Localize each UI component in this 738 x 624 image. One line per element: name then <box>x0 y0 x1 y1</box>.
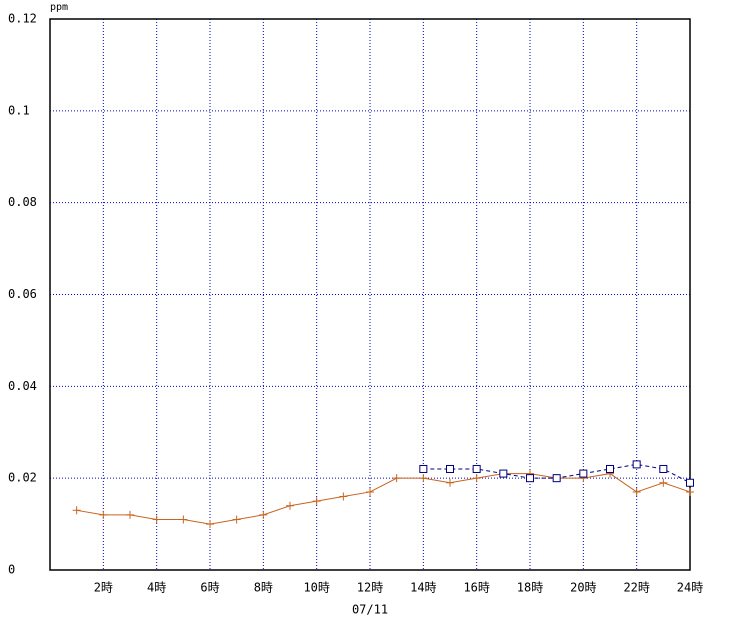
point-marker <box>472 464 481 473</box>
point-marker <box>446 478 454 487</box>
x-tick-label: 18時 <box>517 581 543 595</box>
x-tick-label: 6時 <box>200 581 219 595</box>
x-tick-label: 20時 <box>570 581 596 595</box>
point-marker <box>446 464 454 473</box>
y-tick-label: 0.12 <box>8 12 37 26</box>
point-marker <box>472 474 481 483</box>
point-marker <box>659 478 668 487</box>
point-marker <box>232 515 241 524</box>
point-marker <box>526 474 534 483</box>
point-marker <box>72 506 81 515</box>
x-tick-label: 4時 <box>147 581 166 595</box>
point-marker <box>419 464 428 473</box>
point-marker <box>259 510 268 519</box>
x-tick-label: 14時 <box>410 581 436 595</box>
point-marker <box>419 474 428 483</box>
point-marker <box>99 510 108 519</box>
point-marker <box>499 469 508 478</box>
point-marker <box>686 478 694 487</box>
point-marker <box>579 469 588 478</box>
x-axis-label: 07/11 <box>352 603 388 617</box>
x-tick-label: 2時 <box>94 581 113 595</box>
y-tick-label: 0.1 <box>8 103 30 117</box>
point-marker <box>126 510 134 519</box>
point-marker <box>312 497 321 506</box>
x-tick-label: 10時 <box>303 581 329 595</box>
y-tick-label: 0.08 <box>8 195 37 209</box>
y-unit: ppm <box>50 2 68 13</box>
y-tick-label: 0.02 <box>8 471 37 485</box>
point-marker <box>632 460 641 469</box>
series-line <box>76 473 691 525</box>
point-marker <box>179 515 188 524</box>
point-marker <box>206 520 214 529</box>
x-tick-label: 12時 <box>357 581 383 595</box>
point-marker <box>686 487 694 496</box>
point-marker <box>659 464 668 473</box>
point-marker <box>286 501 294 510</box>
y-tick-label: 0.06 <box>8 287 37 301</box>
point-marker <box>366 487 374 496</box>
point-marker <box>339 492 348 501</box>
x-tick-label: 22時 <box>623 581 649 595</box>
x-tick-label: 8時 <box>254 581 273 595</box>
x-tick-label: 24時 <box>677 581 703 595</box>
x-tick-label: 16時 <box>463 581 489 595</box>
point-marker <box>152 515 161 524</box>
y-tick-label: 0.04 <box>8 379 37 393</box>
point-marker <box>632 487 641 496</box>
point-marker <box>606 464 614 473</box>
point-marker <box>392 474 401 483</box>
plot-frame <box>49 18 691 571</box>
point-marker <box>552 474 561 483</box>
y-tick-label: 0 <box>8 563 15 577</box>
